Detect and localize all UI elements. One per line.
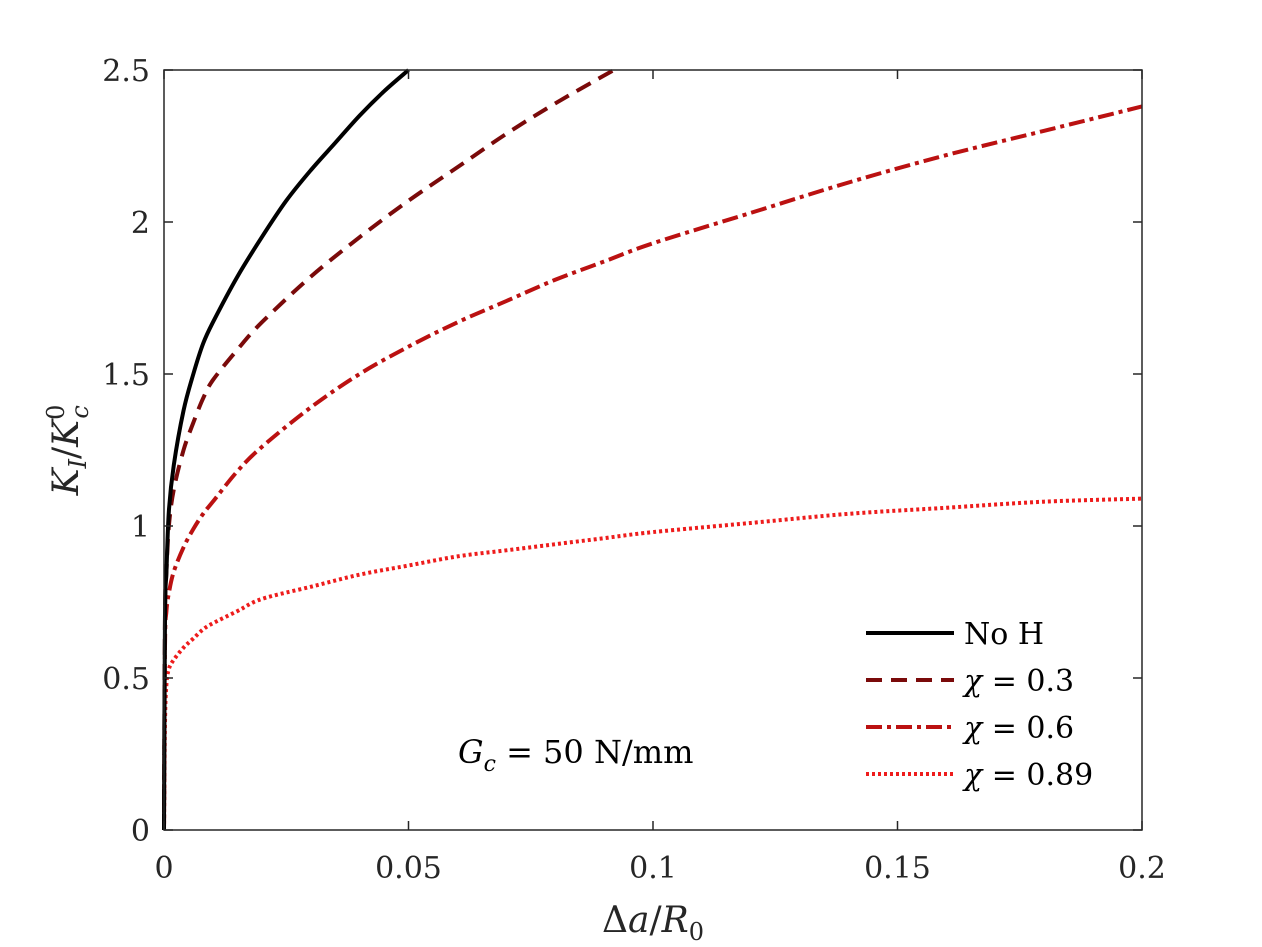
y-tick-label-4: 2 — [131, 206, 150, 241]
plot-lines — [162, 68, 1143, 831]
y-tick-label-2: 1 — [131, 510, 150, 545]
y-axis-title: KI/K0c — [42, 405, 94, 497]
legend: No H χ = 0.3 χ = 0.6 χ = 0.89 — [866, 617, 1093, 793]
x-tick-label-1: 0.05 — [375, 851, 442, 886]
y-tick-label-1: 0.5 — [102, 662, 150, 697]
x-axis-title: Δa/R0 — [602, 900, 704, 946]
legend-label-no-h: No H — [964, 617, 1044, 652]
y-tick-label-5: 2.5 — [102, 54, 150, 89]
plot-area-frame — [163, 69, 1143, 831]
legend-label-chi-0.89: χ = 0.89 — [962, 758, 1093, 793]
y-tick-label-0: 0 — [131, 814, 150, 849]
legend-label-chi-0.6: χ = 0.6 — [962, 711, 1074, 746]
y-tick-label-3: 1.5 — [102, 358, 150, 393]
x-tick-label-3: 0.15 — [864, 851, 931, 886]
x-tick-label-0: 0 — [154, 851, 173, 886]
series-line-3 — [162, 496, 1143, 831]
series-line-2 — [162, 104, 1143, 831]
y-axis-title-group: KI/K0c — [42, 405, 94, 497]
series-line-0 — [162, 68, 410, 831]
x-tick-label-4: 0.2 — [1118, 851, 1166, 886]
tick-labels: 0 0.05 0.1 0.15 0.2 0 0.5 1 1.5 2 2.5 — [102, 54, 1166, 886]
legend-label-chi-0.3: χ = 0.3 — [962, 664, 1074, 699]
x-tick-label-2: 0.1 — [629, 851, 677, 886]
annotation-gc: Gc = 50 N/mm — [458, 733, 693, 777]
